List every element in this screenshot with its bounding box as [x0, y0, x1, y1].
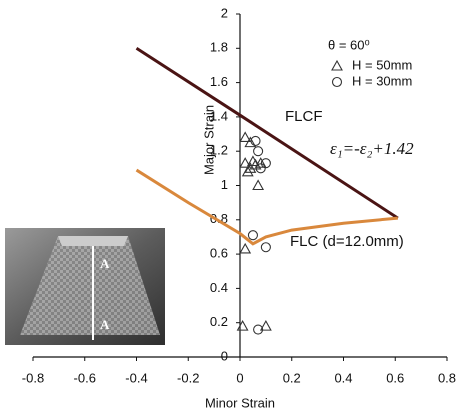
y-tick-label: 0 — [221, 348, 228, 363]
triangle-marker — [259, 319, 272, 331]
y-tick-label: 0.2 — [210, 314, 228, 329]
circle-marker — [253, 146, 264, 157]
x-tick-label: 0.2 — [283, 370, 301, 385]
inset-photo: A A — [5, 228, 165, 345]
x-tick-label: 0.6 — [386, 370, 404, 385]
y-tick-label: 1 — [221, 177, 228, 192]
y-tick-label: 1.8 — [210, 40, 228, 55]
circle-marker — [247, 230, 258, 241]
inset-label: A — [100, 256, 110, 271]
inset-label: A — [100, 317, 110, 332]
legend-label: H = 50mm — [352, 57, 412, 72]
x-axis-label: Minor Strain — [205, 395, 275, 410]
legend-label: H = 30mm — [352, 73, 412, 88]
y-tick-label: 2 — [221, 5, 228, 20]
triangle-marker — [252, 179, 265, 191]
line-label: FLC (d=12.0mm) — [290, 233, 404, 250]
y-tick-label: 0.6 — [210, 246, 228, 261]
y-axis-label: Major Strain — [201, 105, 216, 175]
y-tick-label: 0.4 — [210, 280, 228, 295]
x-tick-label: -0.6 — [74, 370, 96, 385]
circle-marker — [255, 163, 266, 174]
legend-marker — [331, 76, 343, 88]
annotation: θ = 60⁰ — [328, 37, 370, 52]
triangle-marker — [239, 131, 252, 143]
circle-marker — [260, 158, 271, 169]
x-tick-label: 0.4 — [334, 370, 352, 385]
legend-marker — [331, 59, 343, 71]
line-label: FLCF — [285, 108, 323, 125]
circle-marker — [250, 135, 261, 146]
x-tick-label: -0.8 — [22, 370, 44, 385]
circle-marker — [260, 242, 271, 253]
x-tick-label: 0 — [236, 370, 243, 385]
x-tick-label: -0.4 — [125, 370, 147, 385]
triangle-marker — [239, 242, 252, 254]
x-tick-label: -0.2 — [177, 370, 199, 385]
triangle-marker — [239, 157, 252, 168]
x-tick-label: 0.8 — [438, 370, 456, 385]
equation: ε₁=-ε₂+1.42 — [330, 139, 414, 158]
triangle-marker — [244, 136, 257, 148]
y-tick-label: 1.2 — [210, 143, 228, 158]
circle-marker — [253, 324, 264, 335]
line — [135, 168, 398, 246]
triangle-marker — [241, 165, 254, 177]
triangle-marker — [236, 319, 249, 331]
triangle-marker — [254, 157, 267, 168]
y-tick-label: 1.6 — [210, 74, 228, 89]
line — [135, 47, 399, 220]
y-tick-label: 1.4 — [210, 108, 228, 123]
